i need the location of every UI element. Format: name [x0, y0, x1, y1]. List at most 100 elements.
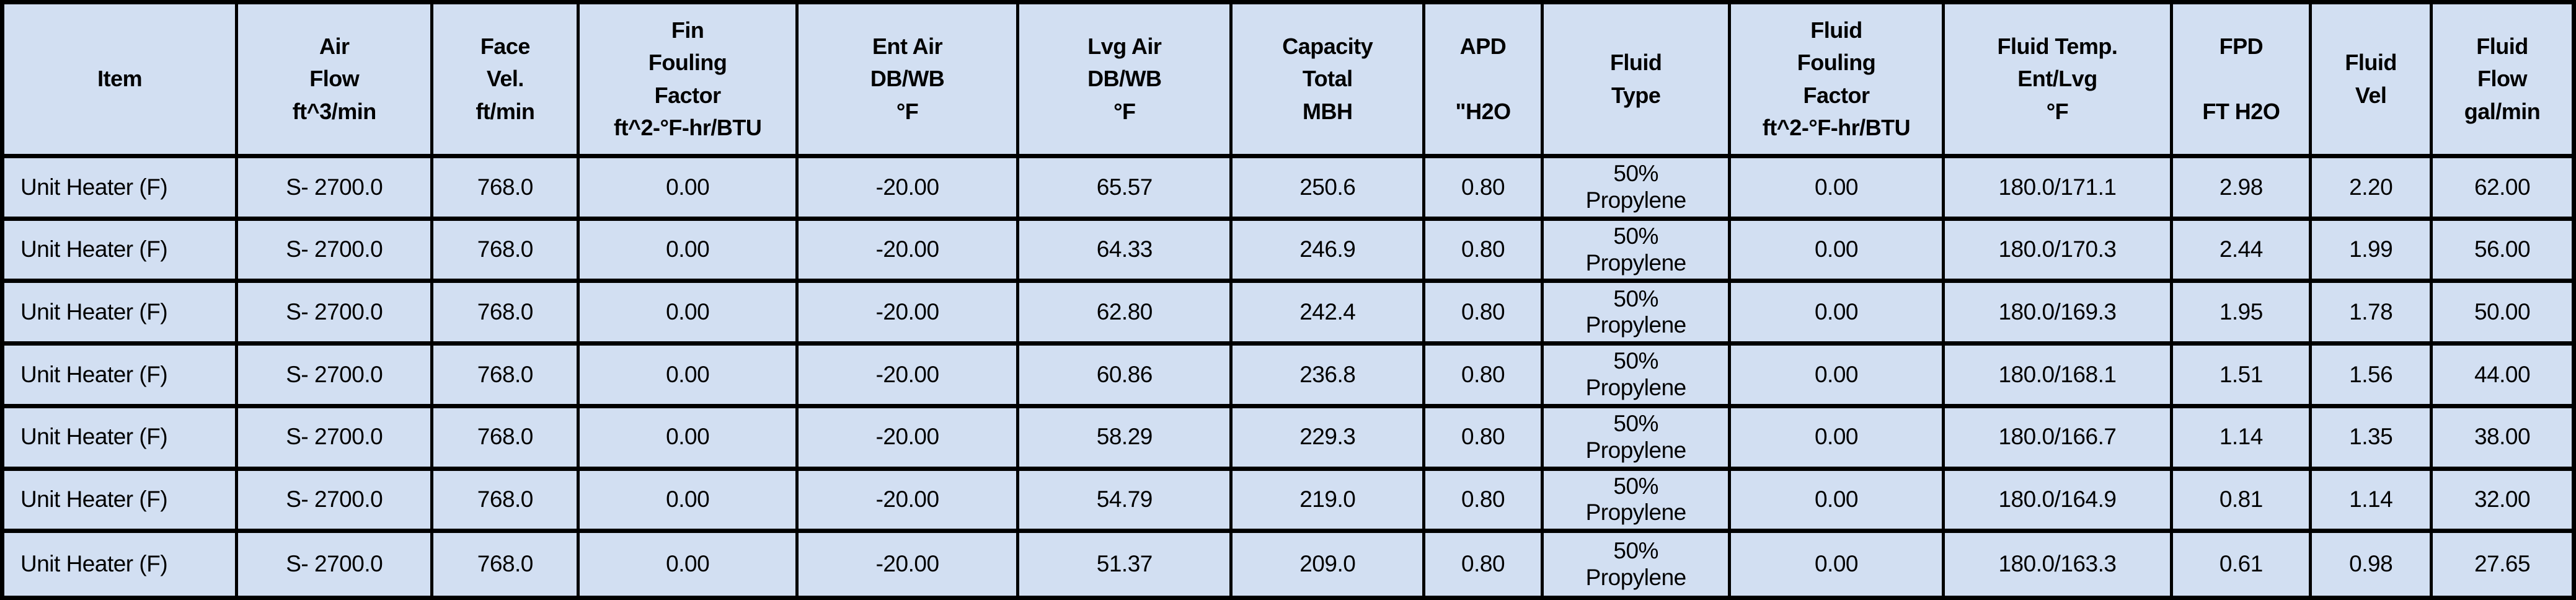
cell-capacity-total: 242.4	[1233, 283, 1426, 346]
column-header-fluid-flow: Fluid Flow gal/min	[2433, 4, 2572, 158]
cell-lvg-air: 54.79	[1019, 470, 1233, 534]
cell-fluid-temp: 180.0/170.3	[1944, 220, 2174, 284]
cell-fluid-fouling-factor: 0.00	[1731, 470, 1945, 534]
cell-item: Unit Heater (F)	[4, 533, 239, 596]
cell-capacity-total: 209.0	[1233, 533, 1426, 596]
cell-fluid-flow: 62.00	[2433, 158, 2572, 221]
cell-fluid-vel: 1.14	[2312, 470, 2433, 534]
cell-ent-air: -20.00	[798, 346, 1020, 408]
cell-air-flow: S- 2700.0	[238, 158, 434, 221]
cell-face-vel: 768.0	[433, 533, 580, 596]
cell-fluid-type: 50% Propylene	[1544, 533, 1732, 596]
column-header-ent-air: Ent Air DB/WB °F	[798, 4, 1020, 158]
cell-fluid-flow: 50.00	[2433, 283, 2572, 346]
cell-lvg-air: 60.86	[1019, 346, 1233, 408]
cell-item: Unit Heater (F)	[4, 470, 239, 534]
cell-ent-air: -20.00	[798, 283, 1020, 346]
cell-fluid-temp: 180.0/169.3	[1944, 283, 2174, 346]
column-header-fpd: FPD FT H2O	[2173, 4, 2313, 158]
cell-fluid-fouling-factor: 0.00	[1731, 283, 1945, 346]
cell-apd: 0.80	[1425, 158, 1544, 221]
column-header-lvg-air: Lvg Air DB/WB °F	[1019, 4, 1233, 158]
cell-fluid-vel: 1.56	[2312, 346, 2433, 408]
cell-lvg-air: 51.37	[1019, 533, 1233, 596]
table-row: Unit Heater (F) S- 2700.0 768.0 0.00 -20.00 6…	[4, 283, 2572, 346]
table-row: Unit Heater (F) S- 2700.0 768.0 0.00 -20.00 5…	[4, 408, 2572, 471]
cell-fpd: 1.95	[2173, 283, 2313, 346]
column-header-fluid-type: Fluid Type	[1543, 4, 1732, 158]
cell-apd: 0.80	[1425, 346, 1544, 408]
cell-fluid-type: 50% Propylene	[1543, 346, 1732, 408]
cell-apd: 0.80	[1425, 283, 1544, 346]
cell-fin-fouling-factor: 0.00	[580, 158, 799, 221]
cell-capacity-total: 250.6	[1233, 158, 1426, 221]
cell-ent-air: -20.00	[799, 533, 1020, 596]
cell-fluid-vel: 2.20	[2312, 158, 2433, 221]
cell-apd: 0.80	[1425, 408, 1544, 471]
cell-capacity-total: 246.9	[1233, 220, 1426, 284]
cell-fluid-flow: 27.65	[2474, 551, 2531, 577]
cell-fpd: 1.51	[2173, 346, 2313, 408]
cell-fluid-vel: 1.99	[2312, 220, 2433, 284]
cell-lvg-air: 65.57	[1019, 158, 1233, 221]
cell-item: Unit Heater (F)	[4, 158, 239, 221]
table-row: Unit Heater (F) S- 2700.0 768.0 0.00 -20.00 6…	[4, 158, 2572, 221]
cell-fluid-type: 50% Propylene	[1543, 283, 1732, 346]
cell-air-flow: S- 2700.0	[238, 283, 434, 346]
cell-face-vel: 768.0	[433, 220, 580, 284]
cell-capacity-total: 219.0	[1233, 470, 1426, 534]
table-body: Unit Heater (F) S- 2700.0 768.0 0.00 -20.00 6…	[4, 158, 2572, 596]
cell-fin-fouling-factor: 0.00	[580, 408, 799, 471]
cell-air-flow: S- 2700.0	[238, 408, 434, 471]
cell-item: Unit Heater (F)	[4, 283, 239, 346]
column-header-item: Item	[4, 4, 239, 158]
column-header-fluid-vel: Fluid Vel	[2312, 4, 2433, 158]
cell-fluid-temp: 180.0/164.9	[1944, 470, 2174, 534]
column-header-air-flow: Air Flow ft^3/min	[238, 4, 434, 158]
cell-capacity-total: 236.8	[1233, 346, 1426, 408]
table-row: Unit Heater (F) S- 2700.0 768.0 0.00 -20.00 6…	[4, 346, 2572, 408]
cell-fluid-fouling-factor: 0.00	[1731, 220, 1945, 284]
cell-ent-air: -20.00	[798, 408, 1020, 471]
cell-fin-fouling-factor: 0.00	[580, 533, 799, 596]
cell-air-flow: S- 2700.0	[238, 220, 434, 284]
column-header-capacity-total: Capacity Total MBH	[1233, 4, 1426, 158]
cell-fluid-type: 50% Propylene	[1543, 158, 1732, 221]
cell-lvg-air: 64.33	[1019, 220, 1233, 284]
table-header: Item Air Flow ft^3/min Face Vel. ft/min Fin…	[4, 4, 2572, 158]
cell-face-vel: 768.0	[433, 408, 580, 471]
cell-fluid-temp: 180.0/166.7	[1944, 408, 2174, 471]
cell-face-vel: 768.0	[433, 470, 580, 534]
cell-fin-fouling-factor: 0.00	[580, 283, 799, 346]
cell-ent-air: -20.00	[798, 158, 1020, 221]
cell-fluid-vel: 1.35	[2312, 408, 2433, 471]
column-header-fluid-temp: Fluid Temp. Ent/Lvg °F	[1944, 4, 2174, 158]
cell-apd: 0.80	[1425, 470, 1544, 534]
header-row: Item Air Flow ft^3/min Face Vel. ft/min Fin…	[4, 4, 2572, 158]
column-header-face-vel: Face Vel. ft/min	[433, 4, 580, 158]
cell-fpd: 1.14	[2173, 408, 2313, 471]
cell-fluid-type: 50% Propylene	[1543, 220, 1732, 284]
cell-fin-fouling-factor: 0.00	[580, 220, 799, 284]
cell-item: Unit Heater (F)	[4, 408, 239, 471]
cell-face-vel: 768.0	[433, 283, 580, 346]
cell-apd: 0.80	[1425, 533, 1544, 596]
cell-item: Unit Heater (F)	[4, 220, 239, 284]
cell-fluid-flow: 38.00	[2433, 408, 2572, 471]
cell-fluid-type: 50% Propylene	[1543, 408, 1732, 471]
cell-item: Unit Heater (F)	[4, 346, 239, 408]
cell-air-flow: S- 2700.0	[238, 470, 434, 534]
cell-fluid-fouling-factor: 0.00	[1731, 408, 1945, 471]
cell-fluid-flow: 32.00	[2433, 471, 2572, 534]
cell-fluid-fouling-factor: 0.00	[1731, 158, 1945, 221]
cell-fpd: 0.81	[2173, 470, 2313, 534]
column-header-fin-fouling-factor: Fin Fouling Factor ft^2-°F-hr/BTU	[580, 4, 799, 158]
cell-face-vel: 768.0	[433, 158, 580, 221]
cell-capacity-total: 229.3	[1233, 408, 1426, 471]
table-row: Unit Heater (F) S- 2700.0 768.0 0.00 -20.00 6…	[4, 220, 2572, 284]
cell-lvg-air: 58.29	[1019, 408, 1233, 471]
cell-fluid-flow: 56.00	[2433, 221, 2572, 284]
cell-fpd: 2.98	[2173, 158, 2313, 221]
cell-ent-air: -20.00	[798, 470, 1020, 534]
